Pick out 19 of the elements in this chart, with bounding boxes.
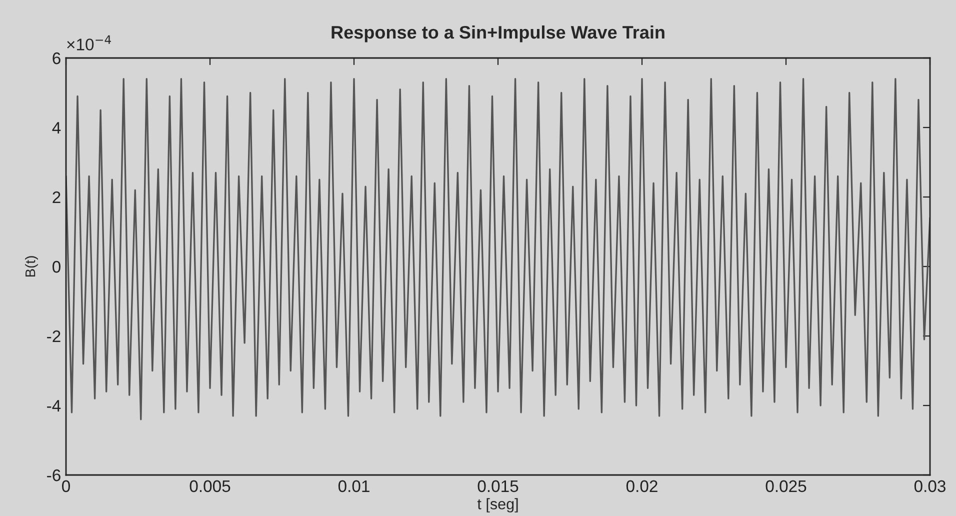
y-tick-label: 2 [52, 191, 60, 204]
y-axis-title: B(t) [25, 256, 38, 277]
y-tick-label: -6 [47, 469, 60, 482]
y-tick-label: 4 [52, 122, 61, 134]
x-tick-label: 0.025 [766, 480, 806, 492]
x-tick-label: 0.005 [190, 480, 230, 492]
line-series [66, 78, 930, 420]
y-tick-label: -2 [47, 330, 60, 342]
x-tick-label: 0.02 [626, 480, 658, 492]
chart-title: Response to a Sin+Impulse Wave Train [332, 25, 664, 42]
y-tick-label: 0 [52, 260, 60, 273]
x-tick-label: 0.015 [478, 480, 518, 492]
text: ×10$^{−4}$ [67, 35, 111, 50]
x-tick-label: 0 [62, 480, 70, 492]
x-tick-label: 0.01 [338, 480, 370, 492]
x-tick-label: 0.03 [914, 480, 946, 492]
y-tick-label: 6 [52, 52, 60, 64]
y-tick-label: -4 [47, 400, 61, 412]
x-axis-title: t [seg] [477, 498, 518, 512]
